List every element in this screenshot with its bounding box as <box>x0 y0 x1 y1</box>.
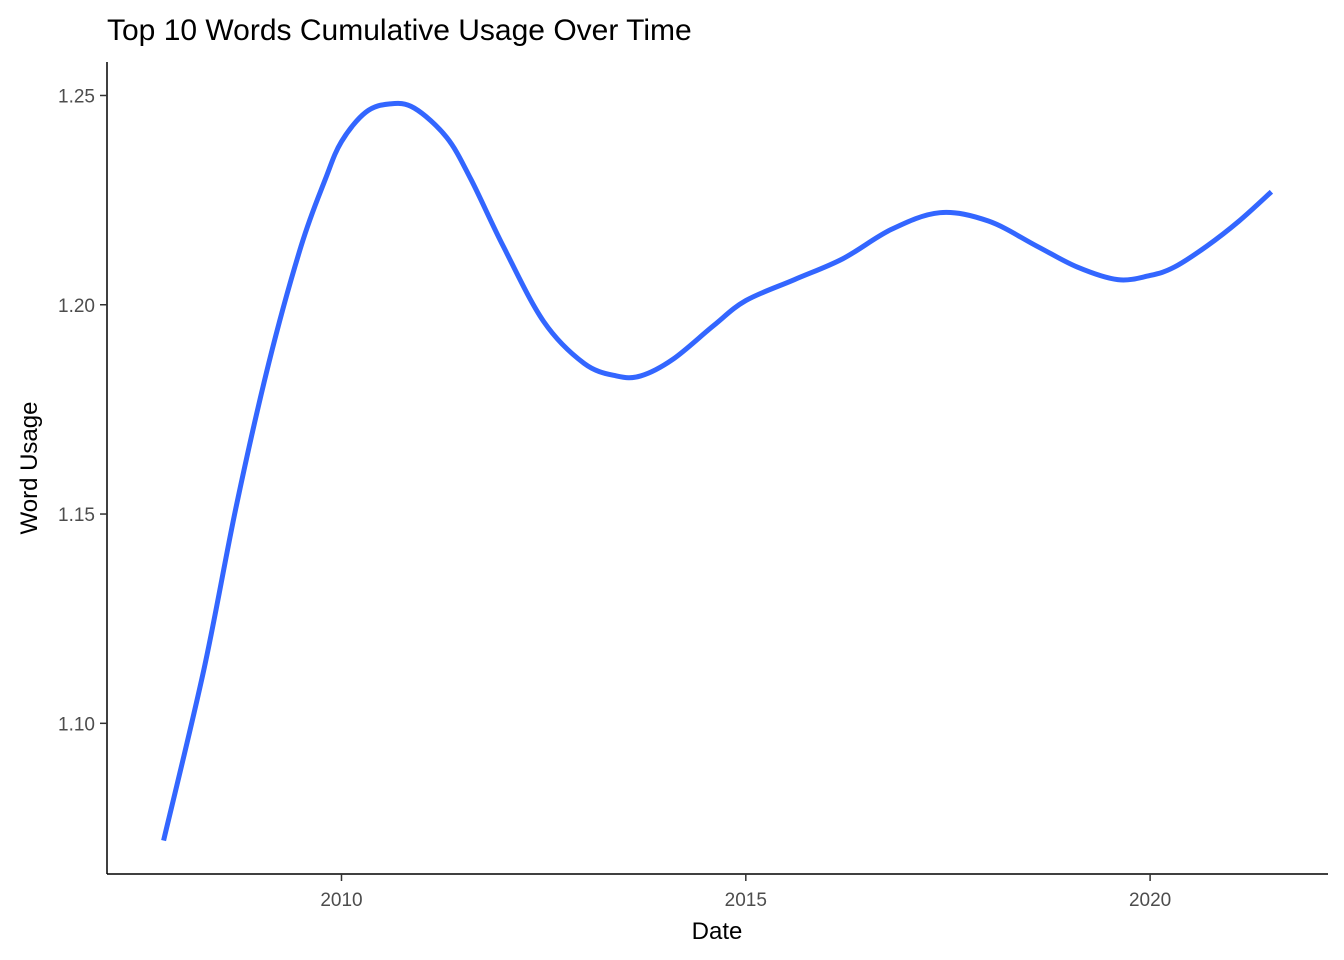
x-axis-title: Date <box>692 918 743 945</box>
series-group <box>161 100 1274 842</box>
y-tick-label: 1.15 <box>58 505 95 526</box>
x-tick-label: 2015 <box>725 890 767 911</box>
x-tick-label: 2020 <box>1129 890 1171 911</box>
x-tick-label: 2010 <box>320 890 362 911</box>
series-line <box>161 100 1274 842</box>
y-tick-label: 1.25 <box>58 86 95 107</box>
chart-title: Top 10 Words Cumulative Usage Over Time <box>107 14 692 47</box>
x-ticks: 2010 2015 2020 <box>320 874 1171 911</box>
y-tick-label: 1.20 <box>58 296 95 317</box>
y-tick-label: 1.10 <box>58 714 95 735</box>
y-axis-title: Word Usage <box>16 402 43 535</box>
y-ticks: 1.10 1.15 1.20 1.25 <box>58 86 107 735</box>
